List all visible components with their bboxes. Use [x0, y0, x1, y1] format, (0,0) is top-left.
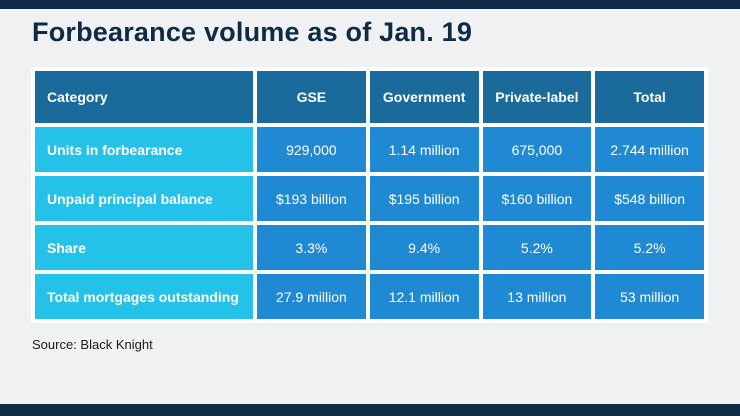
value-cell: $195 billion: [369, 176, 479, 221]
value-cell: 12.1 million: [369, 274, 479, 319]
column-header-category: Category: [35, 71, 253, 123]
table-row: Share 3.3% 9.4% 5.2% 5.2%: [35, 225, 704, 270]
column-header-private-label: Private-label: [482, 71, 592, 123]
value-cell: 3.3%: [257, 225, 366, 270]
value-cell: 929,000: [257, 127, 366, 172]
column-header-total: Total: [595, 71, 704, 123]
value-cell: 1.14 million: [369, 127, 479, 172]
category-cell: Units in forbearance: [35, 127, 253, 172]
value-cell: 5.2%: [595, 225, 704, 270]
category-cell: Total mortgages outstanding: [35, 274, 253, 319]
value-cell: 9.4%: [369, 225, 479, 270]
value-cell: 675,000: [482, 127, 592, 172]
top-accent-bar: [0, 0, 740, 9]
value-cell: 27.9 million: [257, 274, 366, 319]
table-row: Total mortgages outstanding 27.9 million…: [35, 274, 704, 319]
forbearance-table: Category GSE Government Private-label To…: [31, 67, 708, 323]
page-title: Forbearance volume as of Jan. 19: [32, 17, 473, 47]
table-row: Units in forbearance 929,000 1.14 millio…: [35, 127, 704, 172]
category-cell: Share: [35, 225, 253, 270]
column-header-government: Government: [369, 71, 479, 123]
value-cell: $548 billion: [595, 176, 704, 221]
table-header-row: Category GSE Government Private-label To…: [35, 71, 704, 123]
value-cell: $160 billion: [482, 176, 592, 221]
source-note: Source: Black Knight: [32, 337, 153, 352]
value-cell: $193 billion: [257, 176, 366, 221]
value-cell: 5.2%: [482, 225, 592, 270]
value-cell: 13 million: [482, 274, 592, 319]
table-row: Unpaid principal balance $193 billion $1…: [35, 176, 704, 221]
bottom-accent-bar: [0, 404, 740, 416]
value-cell: 53 million: [595, 274, 704, 319]
category-cell: Unpaid principal balance: [35, 176, 253, 221]
value-cell: 2.744 million: [595, 127, 704, 172]
column-header-gse: GSE: [257, 71, 366, 123]
